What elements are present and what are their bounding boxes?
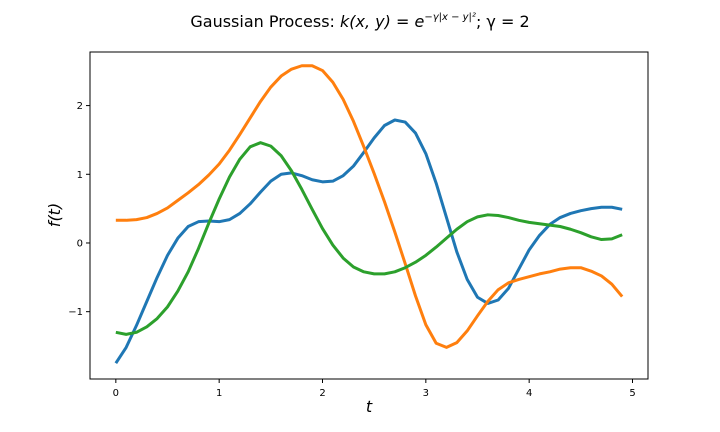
chart-title-exponent: −γ|x − y|² (424, 12, 476, 23)
series-line-2 (115, 64, 624, 349)
x-axis-label: t (366, 397, 373, 416)
axis-ticks: 0 1 2 3 4 5 −1 0 1 2 (68, 101, 635, 399)
plot-lines (114, 64, 624, 365)
x-tick-label: 0 (113, 388, 119, 399)
x-tick-label: 5 (629, 388, 635, 399)
y-tick-label: 1 (77, 170, 83, 181)
chart-title-main: Gaussian Process: (190, 12, 340, 31)
series-line-3 (115, 141, 623, 336)
plot-frame (89, 51, 649, 380)
y-axis-label: f(t) (45, 203, 64, 227)
chart-title: Gaussian Process: k(x, y) = e−γ|x − y|²;… (190, 12, 529, 31)
chart-title-args: (x, y) = e (349, 12, 424, 31)
y-tick-label: 0 (77, 238, 83, 249)
y-tick-label: −1 (68, 307, 83, 318)
chart-title-k: k (340, 12, 350, 31)
y-tick-label: 2 (77, 101, 83, 112)
chart-title-tail: ; γ = 2 (476, 12, 530, 31)
x-tick-label: 1 (216, 388, 222, 399)
x-tick-label: 4 (526, 388, 532, 399)
x-tick-label: 3 (423, 388, 429, 399)
series-line-1 (114, 118, 623, 365)
x-tick-label: 2 (319, 388, 325, 399)
